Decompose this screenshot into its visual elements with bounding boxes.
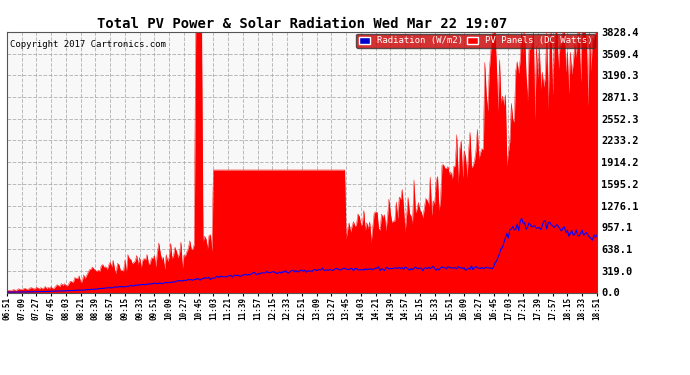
Legend: Radiation (W/m2), PV Panels (DC Watts): Radiation (W/m2), PV Panels (DC Watts) bbox=[357, 34, 595, 48]
Text: Copyright 2017 Cartronics.com: Copyright 2017 Cartronics.com bbox=[10, 40, 166, 49]
Title: Total PV Power & Solar Radiation Wed Mar 22 19:07: Total PV Power & Solar Radiation Wed Mar… bbox=[97, 17, 507, 31]
